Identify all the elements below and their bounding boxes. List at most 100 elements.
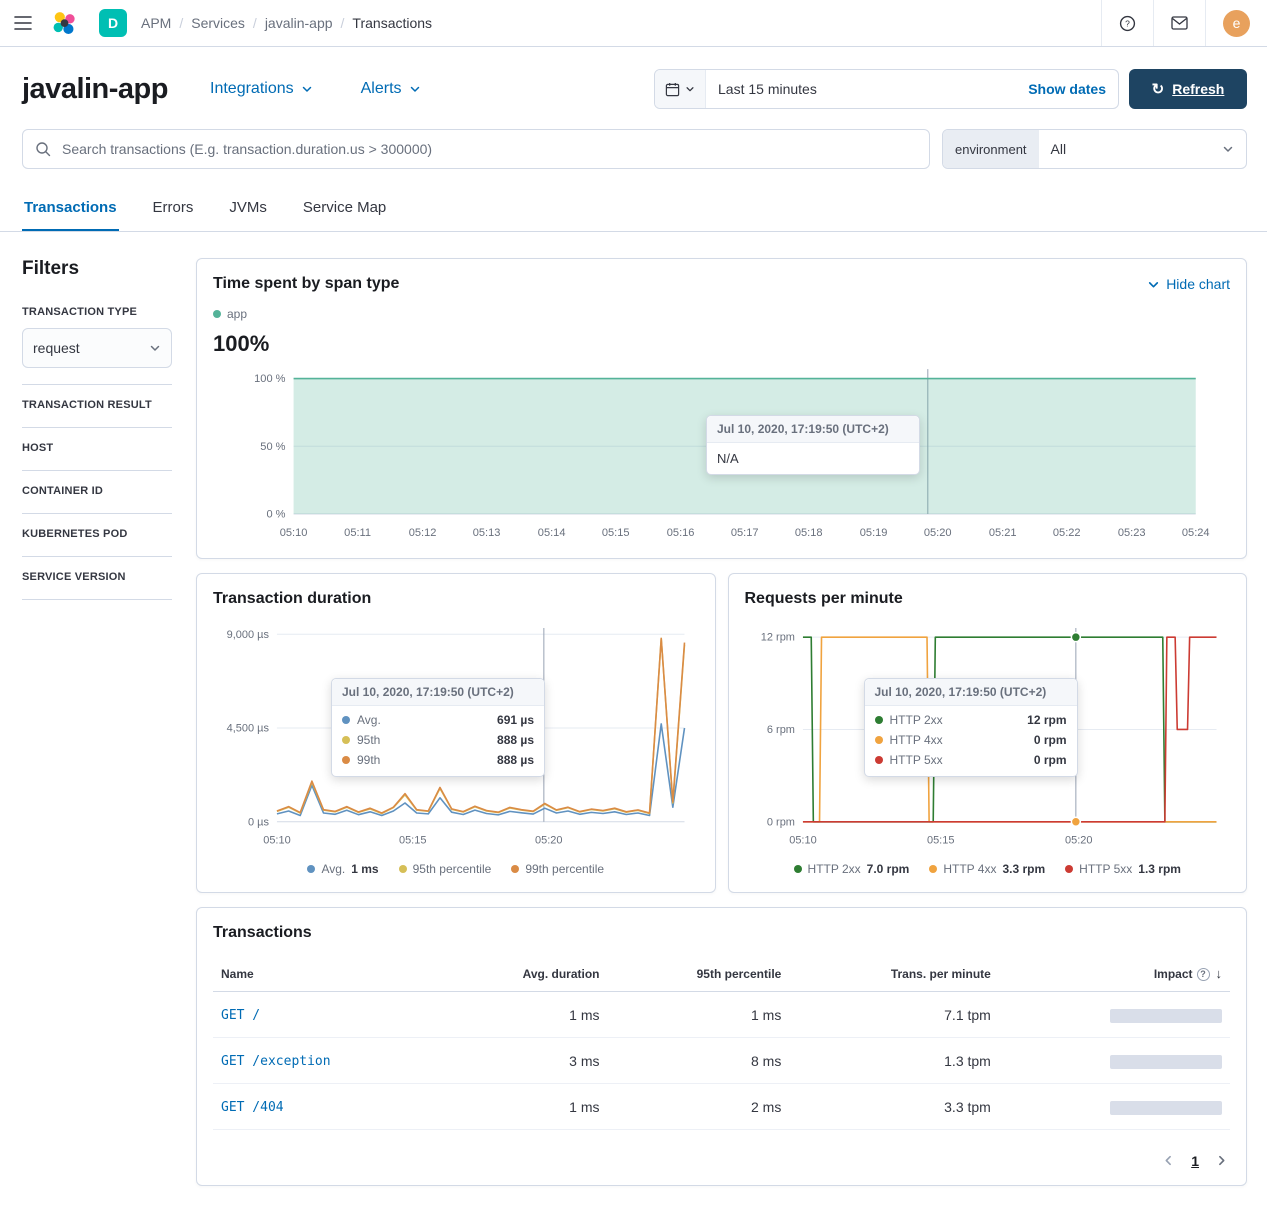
- legend-dot: [342, 736, 350, 745]
- user-menu-button[interactable]: e: [1219, 0, 1254, 46]
- search-row: environment All: [0, 127, 1267, 187]
- tooltip-label: HTTP 4xx: [889, 733, 943, 748]
- tab-service-map[interactable]: Service Map: [301, 187, 388, 231]
- show-dates-link[interactable]: Show dates: [1028, 81, 1106, 97]
- svg-text:4,500 µs: 4,500 µs: [227, 723, 270, 735]
- tooltip-label: Avg.: [357, 713, 381, 728]
- service-tabs: Transactions Errors JVMs Service Map: [0, 187, 1267, 232]
- svg-text:0 µs: 0 µs: [248, 817, 269, 829]
- previous-page-button[interactable]: [1160, 1152, 1177, 1169]
- envelope-icon: [1171, 16, 1188, 30]
- svg-text:05:20: 05:20: [924, 527, 952, 539]
- svg-text:05:11: 05:11: [344, 527, 371, 539]
- refresh-label: Refresh: [1172, 81, 1225, 97]
- svg-text:05:10: 05:10: [263, 835, 290, 847]
- hamburger-icon: [14, 16, 32, 30]
- date-picker-calendar-button[interactable]: [655, 70, 706, 108]
- filter-container-id[interactable]: CONTAINER ID: [22, 485, 104, 497]
- avg-duration-cell: 3 ms: [439, 1037, 608, 1084]
- legend-item-4xx[interactable]: HTTP 4xx 3.3 rpm: [929, 862, 1045, 876]
- menu-button[interactable]: [0, 0, 46, 46]
- svg-text:05:14: 05:14: [538, 527, 566, 539]
- filter-kubernetes-pod[interactable]: KUBERNETES POD: [22, 528, 128, 540]
- filters-title: Filters: [22, 258, 80, 279]
- sort-desc-icon[interactable]: ↓: [1215, 966, 1223, 981]
- filter-service-version[interactable]: SERVICE VERSION: [22, 571, 126, 583]
- transaction-link[interactable]: GET /404: [221, 1100, 284, 1115]
- chart-tooltip: Jul 10, 2020, 17:19:50 (UTC+2) N/A: [706, 415, 920, 475]
- breadcrumb-separator: /: [340, 15, 345, 31]
- transaction-link[interactable]: GET /exception: [221, 1054, 331, 1069]
- legend-label: 99th percentile: [525, 862, 605, 876]
- tab-transactions[interactable]: Transactions: [22, 187, 119, 231]
- legend-dot: [874, 736, 883, 745]
- span-current-value: 100%: [213, 331, 270, 356]
- tab-errors[interactable]: Errors: [151, 187, 196, 231]
- duration-chart[interactable]: 0 µs 4,500 µs 9,000 µs 05:10 05:15 05:20 Jul …: [213, 618, 699, 850]
- svg-text:05:22: 05:22: [1053, 527, 1081, 539]
- filter-transaction-result[interactable]: TRANSACTION RESULT: [22, 399, 152, 411]
- legend-item-5xx[interactable]: HTTP 5xx 1.3 rpm: [1065, 862, 1181, 876]
- span-legend-item[interactable]: app: [213, 307, 1230, 321]
- p95-cell: 8 ms: [607, 1037, 790, 1084]
- svg-text:05:19: 05:19: [860, 527, 888, 539]
- deployment-badge[interactable]: D: [99, 9, 127, 37]
- page-header: javalin-app Integrations Alerts Last 15 …: [0, 47, 1267, 127]
- breadcrumb-separator: /: [252, 15, 257, 31]
- legend-item-avg[interactable]: Avg. 1 ms: [307, 862, 379, 876]
- calendar-icon: [665, 82, 680, 96]
- breadcrumb-services[interactable]: Services: [191, 15, 245, 31]
- main-column: Time spent by span type Hide chart app 1…: [196, 258, 1247, 1186]
- column-impact[interactable]: Impact? ↓: [998, 956, 1230, 992]
- newsfeed-button[interactable]: [1167, 0, 1192, 46]
- chevron-right-icon: [1219, 1155, 1225, 1166]
- legend-dot: [511, 865, 520, 873]
- column-avg-duration[interactable]: Avg. duration: [439, 956, 608, 992]
- hide-chart-link[interactable]: Hide chart: [1147, 276, 1230, 292]
- legend-item-99th[interactable]: 99th percentile: [511, 862, 604, 876]
- legend-label: HTTP 4xx: [943, 862, 997, 876]
- breadcrumb-service[interactable]: javalin-app: [264, 15, 333, 31]
- alerts-menu[interactable]: Alerts: [361, 80, 421, 98]
- span-type-chart[interactable]: 0 % 50 % 100 % 05:10 05:11 05:12 05:13 05:14 05:…: [213, 359, 1230, 542]
- column-95th-percentile[interactable]: 95th percentile: [607, 956, 790, 992]
- help-button[interactable]: ?: [1115, 0, 1140, 46]
- avg-duration-cell: 1 ms: [439, 991, 608, 1038]
- filter-host[interactable]: HOST: [22, 442, 54, 454]
- time-range-value[interactable]: Last 15 minutes: [718, 81, 817, 97]
- page-number[interactable]: 1: [1191, 1152, 1199, 1169]
- svg-text:05:20: 05:20: [1065, 835, 1092, 847]
- chevron-down-icon: [686, 87, 694, 92]
- svg-text:0 rpm: 0 rpm: [766, 817, 794, 829]
- column-name[interactable]: Name: [213, 956, 440, 992]
- legend-item-2xx[interactable]: HTTP 2xx 7.0 rpm: [793, 862, 909, 876]
- legend-label: app: [227, 307, 248, 321]
- next-page-button[interactable]: [1213, 1152, 1230, 1169]
- breadcrumb-apm[interactable]: APM: [141, 15, 172, 31]
- legend-dot: [342, 756, 350, 765]
- rpm-chart[interactable]: 0 rpm 6 rpm 12 rpm 05:10 05:15 05:20 Jul 10, …: [745, 618, 1231, 850]
- filter-transaction-type-label: TRANSACTION TYPE: [22, 306, 138, 318]
- chevron-down-icon: [1149, 281, 1159, 287]
- transactions-table: Name Avg. duration 95th percentile Trans…: [213, 956, 1230, 1130]
- svg-text:6 rpm: 6 rpm: [766, 724, 794, 736]
- search-input[interactable]: [60, 140, 917, 158]
- tooltip-value: N/A: [717, 451, 739, 466]
- refresh-button[interactable]: ↻ Refresh: [1129, 69, 1247, 109]
- transaction-duration-panel: Transaction duration 0 µs 4,500 µs 9,000 µ…: [196, 573, 716, 893]
- pagination: 1: [213, 1152, 1230, 1169]
- tab-jvms[interactable]: JVMs: [227, 187, 269, 231]
- legend-dot: [398, 865, 407, 873]
- transaction-link[interactable]: GET /: [221, 1008, 261, 1023]
- integrations-menu[interactable]: Integrations: [210, 80, 313, 98]
- divider: [22, 427, 172, 428]
- transaction-type-select[interactable]: request: [22, 328, 172, 368]
- alerts-label: Alerts: [360, 80, 402, 97]
- legend-item-95th[interactable]: 95th percentile: [398, 862, 491, 876]
- environment-select[interactable]: All: [1039, 130, 1246, 168]
- tpm-cell: 1.3 tpm: [789, 1037, 999, 1084]
- column-trans-per-minute[interactable]: Trans. per minute: [789, 956, 999, 992]
- legend-label: HTTP 2xx: [807, 862, 861, 876]
- chevron-down-icon: [410, 86, 419, 92]
